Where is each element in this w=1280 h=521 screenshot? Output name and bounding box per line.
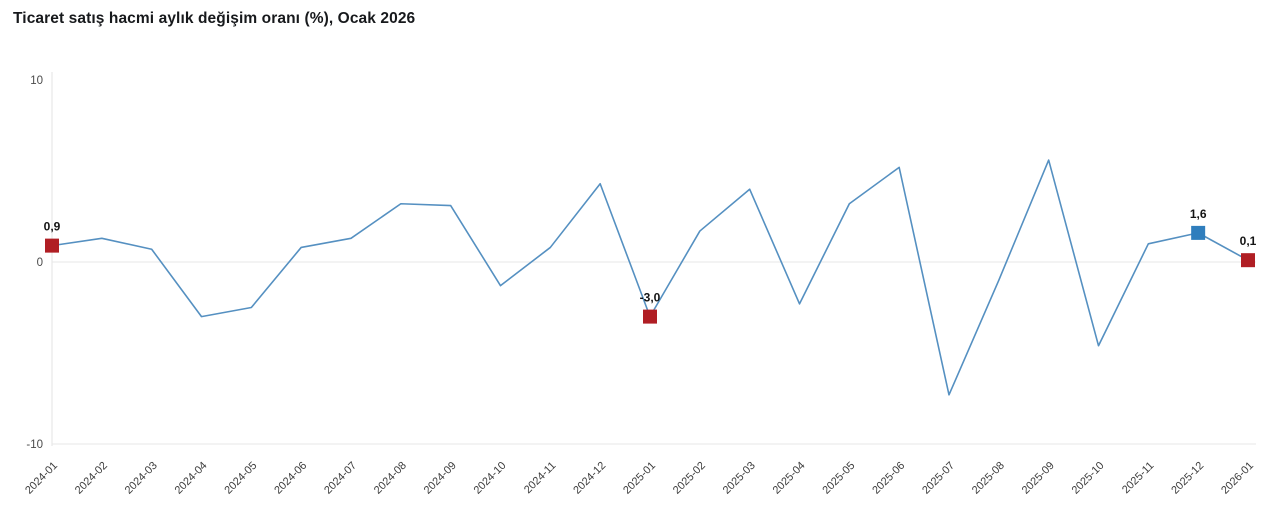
y-tick-label: -10: [26, 439, 43, 451]
chart-title: Ticaret satış hacmi aylık değişim oranı …: [13, 10, 416, 27]
trend-line[interactable]: [51, 159, 1249, 396]
x-axis-label: 2025-09: [1020, 460, 1057, 497]
data-label-2025-12: 1,6: [1190, 207, 1207, 221]
x-axis-label: 2025-12: [1169, 460, 1206, 497]
x-axis-label: 2024-07: [322, 460, 359, 497]
x-axis-label: 2025-07: [920, 460, 957, 497]
x-axis-label: 2025-04: [771, 460, 808, 497]
data-label-2026-01: 0,1: [1240, 234, 1257, 248]
data-label-2024-01: 0,9: [44, 220, 61, 234]
data-label-2025-01: -3,0: [640, 291, 661, 305]
x-axis-label: 2024-03: [123, 460, 160, 497]
x-axis-label: 2025-01: [621, 460, 658, 497]
marker-2025-01[interactable]: [643, 309, 657, 324]
x-axis-label: 2024-12: [571, 460, 608, 497]
x-axis-label: 2024-09: [422, 460, 459, 497]
x-axis-label: 2025-08: [970, 460, 1007, 497]
marker-2024-01[interactable]: [45, 238, 59, 253]
x-axis-label: 2025-02: [671, 460, 708, 497]
x-axis-label: 2024-02: [73, 460, 110, 497]
x-axis-label: 2024-01: [23, 460, 60, 497]
x-axis-label: 2024-05: [222, 460, 259, 497]
x-axis-label: 2025-03: [721, 460, 758, 497]
x-axis-label: 2024-11: [522, 460, 558, 496]
x-axis-label: 2024-04: [173, 460, 210, 497]
x-axis-label: 2026-01: [1219, 460, 1256, 497]
marker-2025-12[interactable]: [1191, 225, 1206, 240]
marker-2026-01[interactable]: [1241, 253, 1255, 268]
x-axis-label: 2025-06: [870, 460, 907, 497]
x-axis-label: 2024-06: [272, 460, 309, 497]
x-axis-label: 2024-08: [372, 460, 409, 497]
x-axis-label: 2024-10: [472, 460, 509, 497]
x-axis-label: 2025-10: [1070, 460, 1107, 497]
y-tick-label: 10: [30, 75, 43, 87]
x-axis-label: 2025-11: [1120, 460, 1156, 496]
y-tick-label: 0: [37, 257, 43, 269]
x-axis-label: 2025-05: [820, 460, 857, 497]
